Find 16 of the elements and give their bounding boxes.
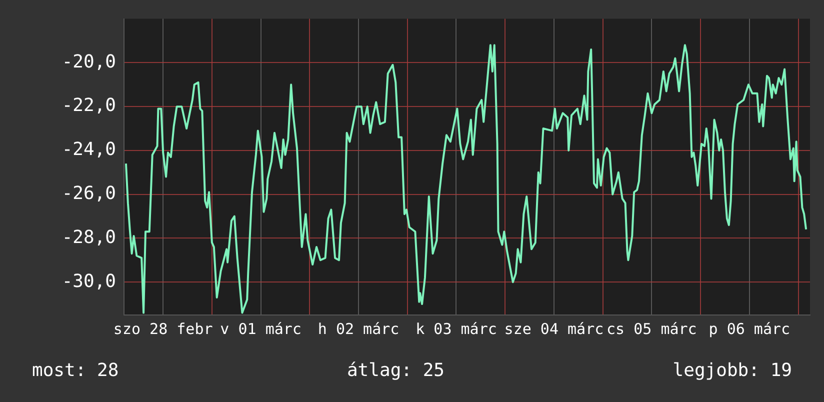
x-tick-label: p 06 márc [708, 320, 790, 338]
x-tick-label: h 02 márc [318, 320, 400, 338]
y-tick-label: -26,0 [62, 183, 116, 204]
x-tick-label: cs 05 márc [606, 320, 697, 338]
y-tick-label: -20,0 [62, 51, 116, 72]
y-tick-label: -22,0 [62, 95, 116, 116]
x-tick-label: k 03 márc [416, 320, 497, 338]
x-tick-label: v 01 márc [220, 320, 302, 338]
text: átlag: 25 [346, 360, 445, 381]
y-tick-label: -28,0 [62, 226, 116, 248]
text: most: 28 [32, 360, 119, 381]
x-tick-label: sze 04 márc [504, 320, 604, 338]
text: legjobb: 19 [672, 360, 792, 381]
y-tick-label: -24,0 [62, 139, 116, 160]
y-tick-label: -30,0 [62, 270, 116, 292]
x-tick-label: szo 28 febr [113, 320, 213, 338]
